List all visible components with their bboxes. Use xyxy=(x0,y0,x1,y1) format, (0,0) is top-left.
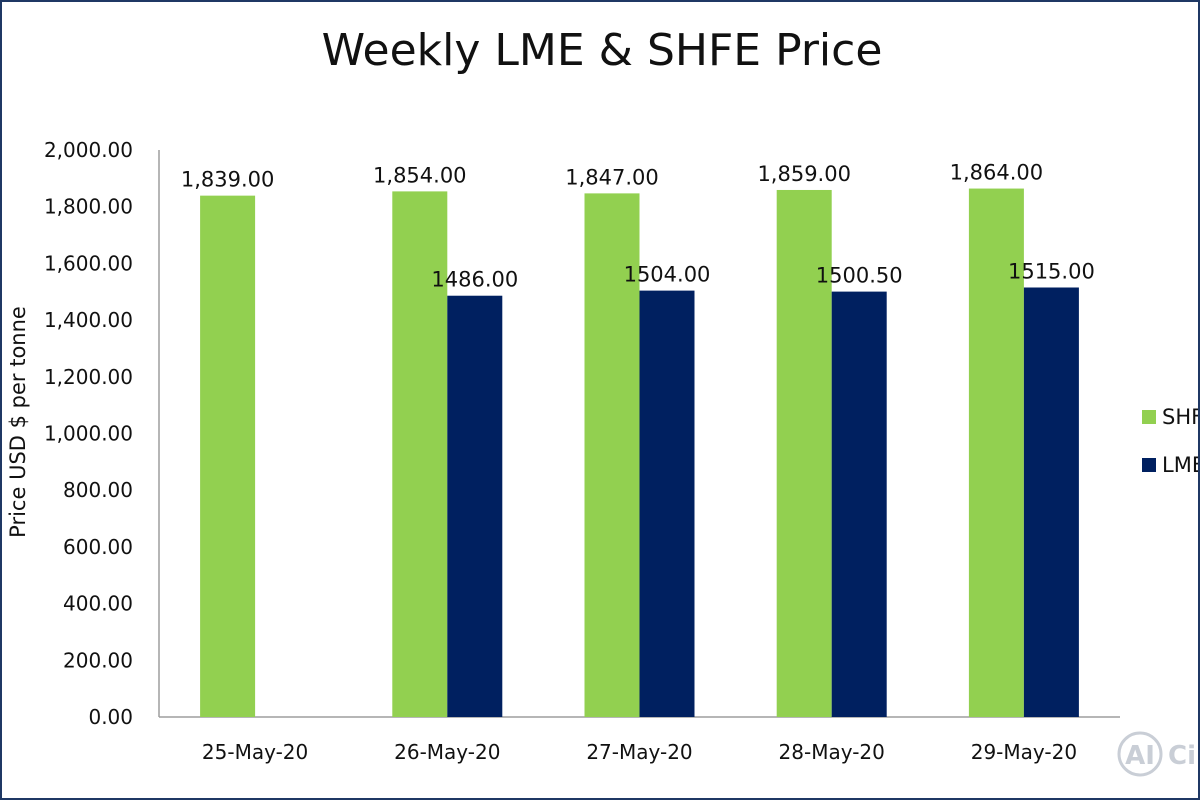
x-tick-label: 26-May-20 xyxy=(394,740,500,764)
y-tick-label: 1,000.00 xyxy=(44,422,133,446)
y-tick-label: 400.00 xyxy=(63,592,133,616)
y-tick-labels: 0.00 200.00 400.00 600.00 800.00 1,000.00 1,20… xyxy=(44,138,133,729)
data-label-shfe: 1,847.00 xyxy=(565,165,659,189)
bar-lme xyxy=(639,290,695,717)
y-tick-label: 200.00 xyxy=(63,648,133,672)
x-tick-label: 28-May-20 xyxy=(779,740,885,764)
legend-label-shfe: SHFE xyxy=(1162,405,1200,429)
bar-shfe xyxy=(584,193,640,718)
data-label-shfe: 1,854.00 xyxy=(373,163,467,187)
watermark-logo-text: AI xyxy=(1125,741,1155,771)
legend-label-lme: LME xyxy=(1162,453,1200,477)
bar-shfe xyxy=(200,195,256,717)
data-label-lme: 1515.00 xyxy=(1008,259,1095,283)
data-label-lme: 1504.00 xyxy=(624,263,711,287)
watermark: AI Circ xyxy=(1117,731,1200,777)
data-label-shfe: 1,839.00 xyxy=(181,168,275,192)
watermark-logo-icon xyxy=(1117,731,1163,777)
data-label-shfe: 1,859.00 xyxy=(757,162,851,186)
bar-lme xyxy=(447,295,503,717)
x-tick-labels: 25-May-20 26-May-20 27-May-20 28-May-20 29-M… xyxy=(202,740,1077,764)
bar-shfe xyxy=(392,191,448,718)
watermark-text: Circ xyxy=(1168,741,1200,771)
x-tick-label: 25-May-20 xyxy=(202,740,308,764)
y-tick-label: 0.00 xyxy=(88,705,133,729)
y-tick-label: 2,000.00 xyxy=(44,138,133,162)
data-label-shfe: 1,864.00 xyxy=(950,161,1044,185)
x-tick-label: 27-May-20 xyxy=(586,740,692,764)
chart-title: Weekly LME & SHFE Price xyxy=(322,25,883,76)
y-tick-label: 600.00 xyxy=(63,535,133,559)
y-axis-label: Price USD $ per tonne xyxy=(6,306,30,538)
y-tick-label: 1,800.00 xyxy=(44,195,133,219)
y-tick-label: 800.00 xyxy=(63,478,133,502)
bar-shfe xyxy=(776,189,832,717)
y-tick-label: 1,200.00 xyxy=(44,365,133,389)
y-tick-label: 1,400.00 xyxy=(44,308,133,332)
bar-shfe xyxy=(968,188,1024,717)
data-label-lme: 1486.00 xyxy=(431,268,518,292)
y-tick-label: 1,600.00 xyxy=(44,251,133,275)
legend: SHFE LME xyxy=(1142,405,1200,477)
x-tick-label: 29-May-20 xyxy=(971,740,1077,764)
bar-lme xyxy=(1023,287,1079,717)
legend-swatch-lme xyxy=(1142,458,1156,472)
data-labels: 1,839.00 1,854.00 1,847.00 1,859.00 1,864.00… xyxy=(181,161,1095,292)
bar-lme xyxy=(831,291,887,717)
data-label-lme: 1500.50 xyxy=(816,264,903,288)
legend-swatch-shfe xyxy=(1142,410,1156,424)
bars xyxy=(200,188,1079,718)
